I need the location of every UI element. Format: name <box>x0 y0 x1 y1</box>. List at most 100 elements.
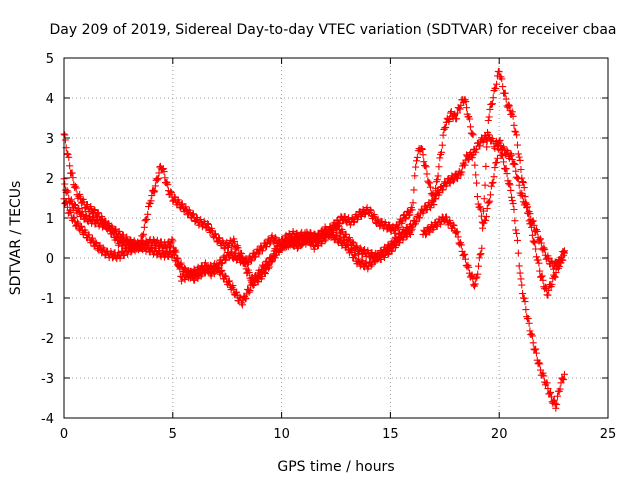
data-point <box>71 182 79 190</box>
data-point <box>532 253 540 261</box>
data-point <box>65 153 73 161</box>
data-point <box>413 153 421 161</box>
data-point <box>440 217 448 225</box>
data-point <box>242 294 250 302</box>
data-point <box>532 349 540 357</box>
data-point <box>560 247 568 255</box>
data-point <box>536 267 544 275</box>
data-point <box>193 214 201 222</box>
data-point <box>412 218 420 226</box>
data-point <box>512 226 520 234</box>
data-point <box>71 183 79 191</box>
data-point <box>62 199 70 207</box>
data-point <box>67 208 75 216</box>
data-point <box>225 278 233 286</box>
data-point <box>178 277 186 285</box>
data-point <box>558 256 566 264</box>
data-point <box>249 282 257 290</box>
data-point <box>221 255 229 263</box>
data-point <box>332 231 340 239</box>
grid-lines <box>64 58 608 418</box>
data-point <box>178 200 186 208</box>
data-point <box>177 259 185 267</box>
data-point <box>470 146 478 154</box>
data-point <box>402 215 410 223</box>
data-point <box>386 245 394 253</box>
data-point <box>94 209 102 217</box>
data-point <box>543 379 551 387</box>
data-point <box>225 277 233 285</box>
data-point <box>389 240 397 248</box>
data-point <box>170 248 178 256</box>
data-point <box>489 178 497 186</box>
data-point <box>394 224 402 232</box>
data-point <box>250 278 258 286</box>
y-tick-label: 5 <box>46 52 54 67</box>
data-point <box>535 359 543 367</box>
data-point <box>470 281 478 289</box>
data-point <box>201 269 209 277</box>
data-point <box>390 241 398 249</box>
data-point <box>90 206 98 214</box>
data-point <box>344 240 352 248</box>
data-point <box>522 306 530 314</box>
data-point <box>513 141 521 149</box>
data-point <box>211 231 219 239</box>
data-point <box>479 207 487 215</box>
data-point <box>350 251 358 259</box>
data-point <box>367 262 375 270</box>
data-point <box>546 390 554 398</box>
data-point <box>245 288 253 296</box>
data-point <box>420 158 428 166</box>
data-point <box>510 206 518 214</box>
data-point <box>366 259 374 267</box>
data-point <box>347 245 355 253</box>
data-point <box>532 345 540 353</box>
data-point <box>539 276 547 284</box>
data-point <box>520 294 528 302</box>
data-point <box>456 240 464 248</box>
data-point <box>350 218 358 226</box>
data-point <box>247 255 255 263</box>
data-point <box>488 179 496 187</box>
data-point <box>472 171 480 179</box>
data-point <box>508 193 516 201</box>
data-point <box>469 131 477 139</box>
data-point <box>544 252 552 260</box>
data-point <box>161 174 169 182</box>
data-point <box>421 162 429 170</box>
data-point <box>168 235 176 243</box>
data-point <box>488 100 496 108</box>
data-point <box>212 230 220 238</box>
data-point <box>545 286 553 294</box>
y-tick-label: -4 <box>41 412 54 427</box>
data-point <box>522 199 530 207</box>
data-point <box>513 236 521 244</box>
data-point <box>514 175 522 183</box>
data-point <box>482 213 490 221</box>
data-point <box>475 203 483 211</box>
x-tick-label: 25 <box>600 427 617 442</box>
data-point <box>556 385 564 393</box>
data-point <box>438 141 446 149</box>
data-point <box>329 228 337 236</box>
data-point <box>233 288 241 296</box>
data-point <box>173 254 181 262</box>
data-point <box>457 241 465 249</box>
data-point <box>486 105 494 113</box>
data-point <box>85 231 93 239</box>
data-point <box>434 172 442 180</box>
data-point <box>482 216 490 224</box>
data-point <box>554 392 562 400</box>
data-point <box>558 374 566 382</box>
data-point <box>257 270 265 278</box>
data-point <box>151 187 159 195</box>
series-4 <box>419 67 568 299</box>
data-point <box>143 215 151 223</box>
data-point <box>256 269 264 277</box>
data-point <box>494 145 502 153</box>
data-point <box>71 201 79 209</box>
data-point <box>167 188 175 196</box>
data-point <box>500 158 508 166</box>
data-point <box>69 174 77 182</box>
